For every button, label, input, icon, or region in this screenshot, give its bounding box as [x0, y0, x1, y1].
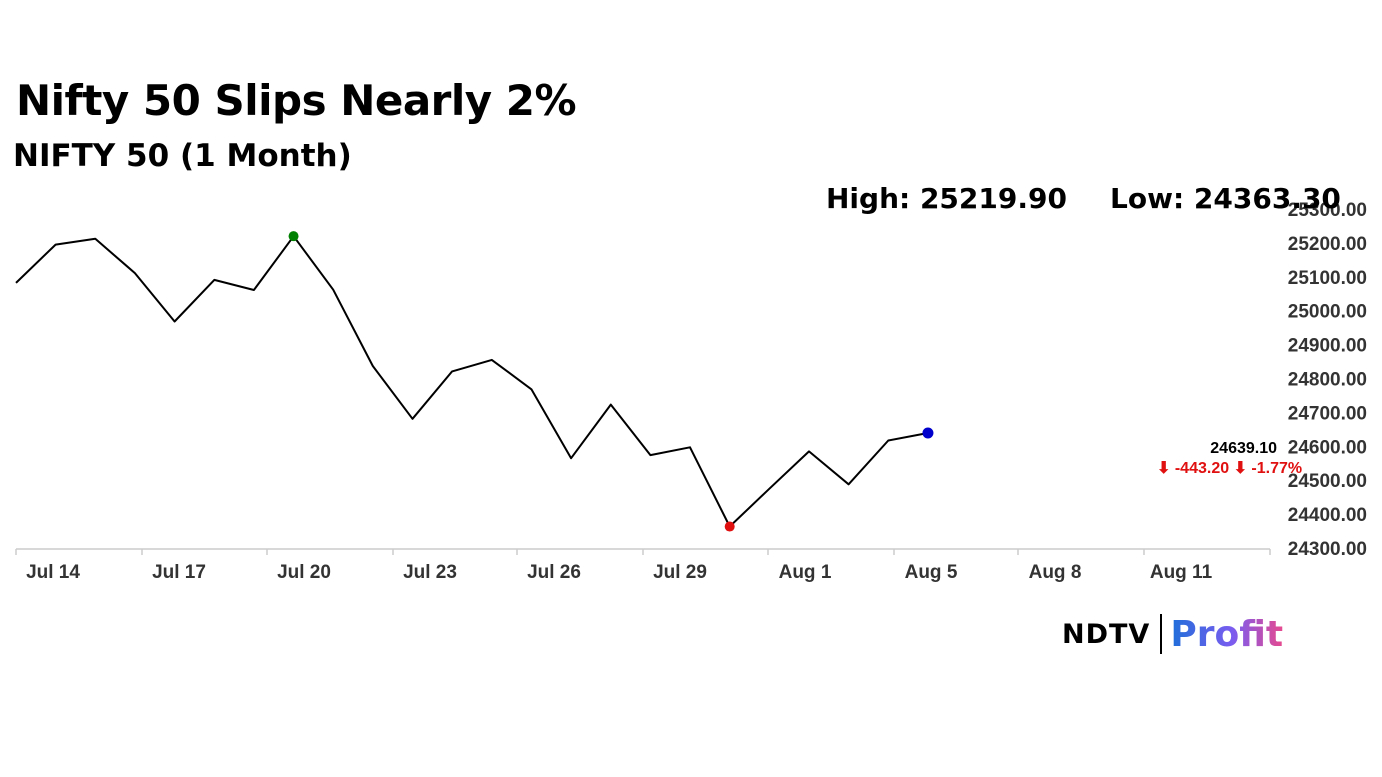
y-tick-label: 24500.00: [1288, 471, 1367, 492]
change-label: ⬇ -443.20 ⬇ -1.77%: [1157, 460, 1302, 477]
x-tick-label: Jul 26: [527, 562, 581, 583]
x-tick-label: Jul 17: [152, 562, 206, 583]
x-tick-label: Aug 11: [1150, 562, 1213, 583]
last-point-marker: [922, 427, 934, 439]
y-axis-labels: 25300.00 25200.00 25100.00 25000.00 24900.00…: [1288, 200, 1367, 560]
y-tick-label: 24300.00: [1288, 539, 1367, 560]
chart-axes: Jul 14 Jul 17 Jul 20 Jul 23 Jul 26 Jul 29 Aug …: [15, 548, 1271, 583]
y-tick-label: 25300.00: [1288, 200, 1367, 221]
low-point-marker: [724, 521, 735, 532]
profit-wordmark: Profit: [1170, 613, 1284, 655]
chart-subtitle: NIFTY 50 (1 Month): [13, 138, 352, 174]
x-tick-label: Jul 14: [26, 562, 80, 583]
y-tick-label: 24700.00: [1288, 403, 1367, 424]
x-tick-label: Jul 20: [277, 562, 331, 583]
y-tick-label: 24600.00: [1288, 437, 1367, 458]
x-tick-label: Aug 5: [905, 562, 958, 583]
x-tick-label: Aug 8: [1029, 562, 1082, 583]
x-tick-label: Aug 1: [779, 562, 832, 583]
price-line: [15, 235, 929, 528]
y-tick-label: 24900.00: [1288, 336, 1367, 357]
logo-divider: [1160, 614, 1163, 654]
high-point-marker: [288, 231, 299, 242]
high-stat: High: 25219.90: [826, 182, 1067, 215]
y-tick-label: 25000.00: [1288, 302, 1367, 323]
chart-markers: [288, 231, 934, 532]
y-tick-label: 25200.00: [1288, 234, 1367, 255]
y-tick-label: 24800.00: [1288, 370, 1367, 391]
x-tick-label: Jul 29: [653, 562, 707, 583]
last-value-label: 24639.10: [1210, 440, 1277, 457]
low-stat: Low: 24363.30: [1110, 182, 1341, 215]
ndtv-profit-logo: NDTV Profit: [1062, 612, 1283, 656]
x-tick-label: Jul 23: [403, 562, 457, 583]
y-tick-label: 25100.00: [1288, 268, 1367, 289]
chart-headline: Nifty 50 Slips Nearly 2%: [16, 76, 577, 125]
y-tick-label: 24400.00: [1288, 505, 1367, 526]
ndtv-wordmark: NDTV: [1062, 618, 1151, 650]
